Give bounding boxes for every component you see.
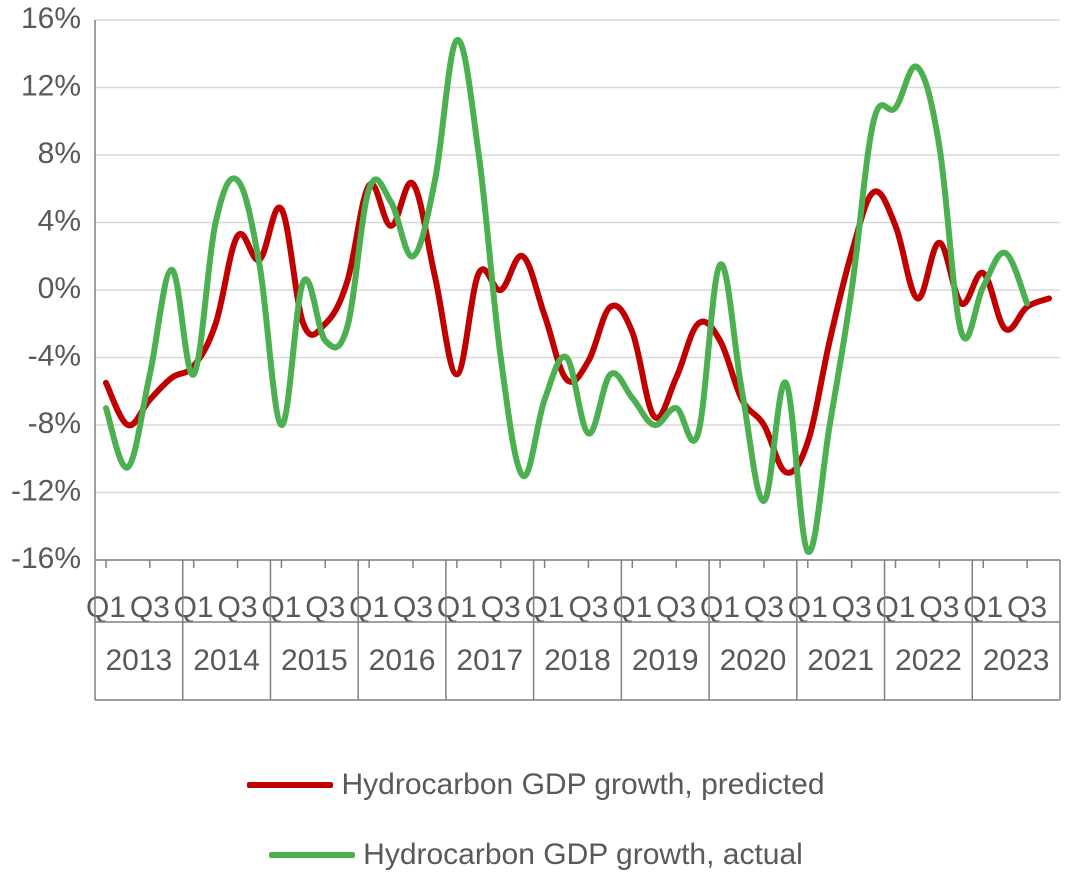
svg-text:Q1: Q1 — [700, 591, 740, 624]
legend-label-actual: Hydrocarbon GDP growth, actual — [363, 838, 803, 872]
svg-text:Q1: Q1 — [86, 591, 126, 624]
svg-text:Q3: Q3 — [832, 591, 872, 624]
svg-text:Q3: Q3 — [218, 591, 258, 624]
legend-row-predicted: Hydrocarbon GDP growth, predicted — [0, 768, 1072, 802]
svg-text:Q3: Q3 — [568, 591, 608, 624]
svg-text:Q1: Q1 — [875, 591, 915, 624]
svg-text:2019: 2019 — [632, 644, 699, 677]
svg-text:2023: 2023 — [983, 644, 1050, 677]
svg-text:-16%: -16% — [11, 542, 81, 575]
svg-text:12%: 12% — [21, 69, 81, 102]
svg-text:Q3: Q3 — [481, 591, 521, 624]
legend-row-actual: Hydrocarbon GDP growth, actual — [0, 838, 1072, 872]
svg-text:Q3: Q3 — [305, 591, 345, 624]
svg-text:-4%: -4% — [28, 339, 81, 372]
legend-label-predicted: Hydrocarbon GDP growth, predicted — [341, 768, 824, 802]
svg-text:Q1: Q1 — [525, 591, 565, 624]
gdp-growth-chart: -16%-12%-8%-4%0%4%8%12%16%Q1Q3Q1Q3Q1Q3Q1… — [0, 0, 1072, 891]
svg-text:-8%: -8% — [28, 407, 81, 440]
svg-text:2018: 2018 — [544, 644, 611, 677]
chart-canvas: -16%-12%-8%-4%0%4%8%12%16%Q1Q3Q1Q3Q1Q3Q1… — [0, 0, 1072, 891]
svg-text:Q1: Q1 — [349, 591, 389, 624]
svg-text:2014: 2014 — [193, 644, 260, 677]
svg-text:Q3: Q3 — [744, 591, 784, 624]
svg-text:Q3: Q3 — [1007, 591, 1047, 624]
svg-text:0%: 0% — [38, 272, 81, 305]
svg-text:-12%: -12% — [11, 474, 81, 507]
svg-text:Q1: Q1 — [261, 591, 301, 624]
svg-text:2020: 2020 — [720, 644, 787, 677]
svg-text:Q1: Q1 — [963, 591, 1003, 624]
svg-text:Q1: Q1 — [437, 591, 477, 624]
svg-text:Q3: Q3 — [919, 591, 959, 624]
legend-swatch-actual — [269, 852, 355, 858]
svg-text:16%: 16% — [21, 2, 81, 35]
svg-text:2013: 2013 — [105, 644, 172, 677]
svg-text:4%: 4% — [38, 204, 81, 237]
svg-text:Q1: Q1 — [174, 591, 214, 624]
svg-text:Q1: Q1 — [612, 591, 652, 624]
svg-text:8%: 8% — [38, 137, 81, 170]
svg-text:2015: 2015 — [281, 644, 348, 677]
svg-text:Q3: Q3 — [656, 591, 696, 624]
svg-text:Q3: Q3 — [393, 591, 433, 624]
legend-swatch-predicted — [247, 782, 333, 788]
svg-text:2017: 2017 — [456, 644, 523, 677]
svg-text:Q3: Q3 — [130, 591, 170, 624]
svg-text:2016: 2016 — [369, 644, 436, 677]
svg-text:Q1: Q1 — [788, 591, 828, 624]
svg-text:2021: 2021 — [807, 644, 874, 677]
svg-text:2022: 2022 — [895, 644, 962, 677]
